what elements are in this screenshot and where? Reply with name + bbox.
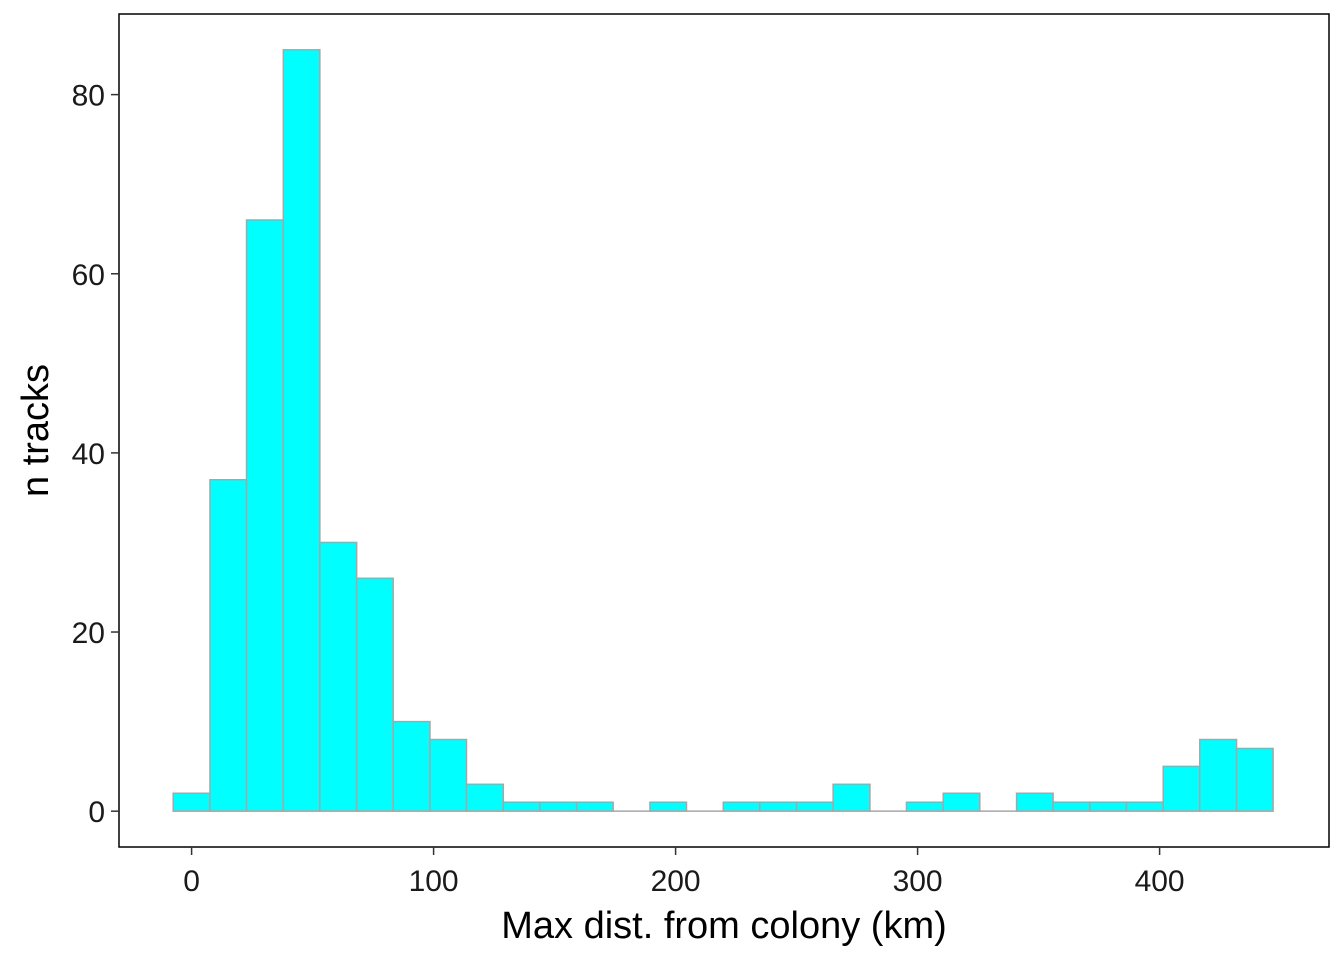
histogram-bar — [759, 801, 798, 812]
histogram-bar — [649, 801, 688, 812]
x-tick-label: 300 — [893, 865, 943, 898]
histogram-bar — [905, 801, 945, 812]
y-tick-label: 40 — [72, 438, 105, 471]
x-tick-label: 400 — [1135, 865, 1185, 898]
y-tick-label: 60 — [72, 259, 105, 292]
histogram-bar — [539, 801, 578, 812]
histogram-bar — [1162, 765, 1201, 812]
x-tick-label: 0 — [183, 865, 200, 898]
histogram-bar — [465, 783, 505, 812]
histogram-bar — [1052, 801, 1091, 812]
histogram-bar — [172, 792, 211, 812]
histogram-bar — [575, 801, 614, 812]
histogram-bar — [429, 738, 468, 812]
histogram-bar — [355, 577, 394, 812]
histogram-bar — [795, 801, 834, 812]
histogram-bar — [1235, 747, 1274, 812]
x-axis-title: Max dist. from colony (km) — [501, 905, 947, 947]
plot-panel-border — [118, 13, 1330, 848]
y-tick-label: 20 — [72, 617, 105, 650]
bars-group — [172, 49, 1274, 812]
y-tick-label: 0 — [88, 796, 105, 829]
y-tick-label: 80 — [72, 80, 105, 113]
histogram-bar — [1199, 738, 1238, 812]
histogram-bar — [1125, 801, 1164, 812]
histogram-bar — [1015, 792, 1054, 812]
histogram-bar — [1089, 801, 1128, 812]
x-tick-label: 100 — [409, 865, 459, 898]
histogram-bar — [245, 219, 285, 812]
histogram-bar — [722, 801, 761, 812]
histogram-bar — [502, 801, 541, 812]
y-axis-title: n tracks — [15, 364, 57, 497]
histogram-bar — [209, 479, 248, 812]
histogram-bar — [392, 720, 431, 812]
y-axis: 0 20 40 60 80 — [72, 80, 119, 829]
x-tick-label: 200 — [651, 865, 701, 898]
histogram-bar — [319, 541, 358, 812]
x-axis: 0 100 200 300 400 — [183, 847, 1185, 898]
histogram-bar — [942, 792, 981, 812]
histogram-bar — [282, 49, 321, 812]
histogram-bar — [832, 783, 871, 812]
